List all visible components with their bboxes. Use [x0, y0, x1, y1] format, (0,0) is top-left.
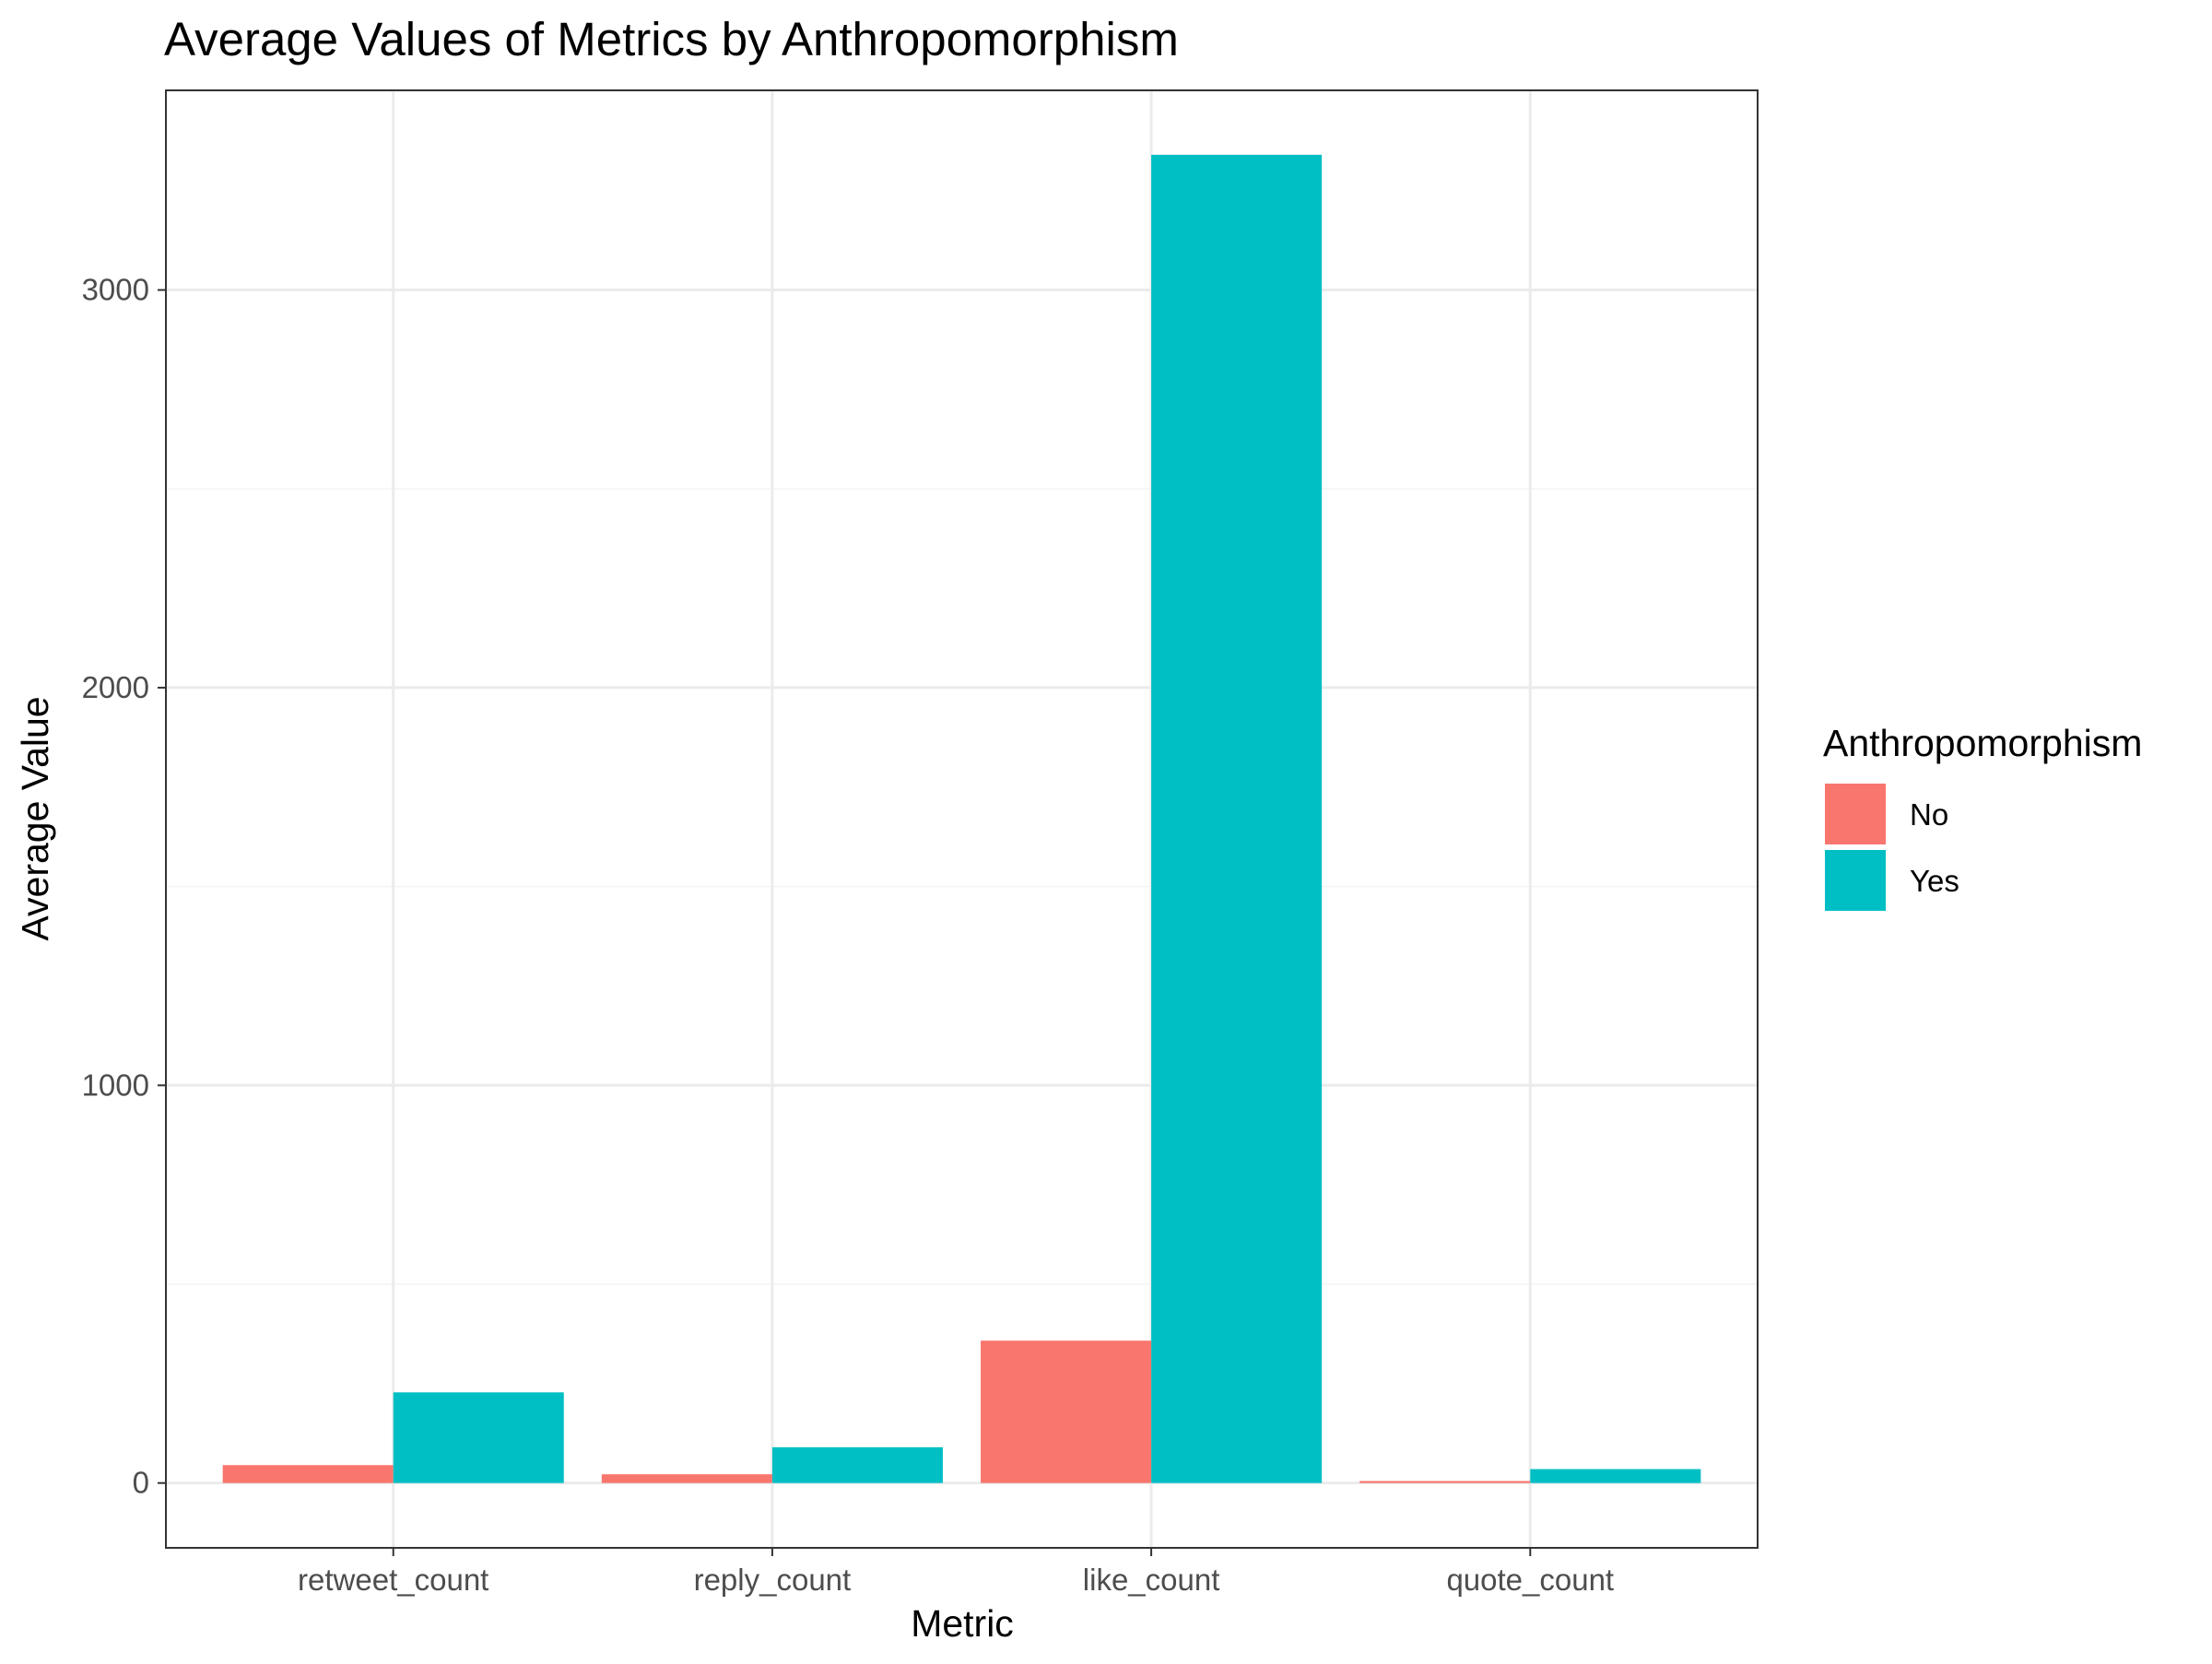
bar-yes-retweet-count [393, 1392, 564, 1483]
legend-label-yes: Yes [1910, 864, 1959, 898]
y-tick-label: 1000 [82, 1068, 149, 1102]
x-axis-title: Metric [911, 1602, 1014, 1645]
legend-label-no: No [1910, 797, 1948, 832]
grid [166, 90, 1758, 1548]
x-tick-label: retweet_count [298, 1563, 488, 1597]
bar-no-like-count [981, 1340, 1152, 1483]
chart-title: Average Values of Metrics by Anthropomor… [164, 13, 1179, 65]
legend-key-no [1825, 784, 1886, 844]
bar-yes-like-count [1151, 154, 1323, 1483]
x-tick-label: quote_count [1446, 1563, 1614, 1597]
y-tick-label: 2000 [82, 670, 149, 704]
y-axis-title: Average Value [14, 696, 56, 940]
y-tick-label: 3000 [82, 273, 149, 307]
y-tick-label: 0 [133, 1466, 149, 1500]
bar-yes-reply-count [771, 1446, 943, 1483]
legend: Anthropomorphism No Yes [1823, 722, 2142, 911]
legend-items: No Yes [1825, 784, 1959, 911]
legend-title: Anthropomorphism [1823, 722, 2142, 764]
bars [222, 154, 1701, 1483]
axes: 0 1000 2000 3000 retweet_count reply_count lik… [82, 273, 1615, 1597]
bar-no-reply-count [601, 1474, 772, 1483]
bar-yes-quote-count [1530, 1469, 1701, 1483]
bar-no-quote-count [1359, 1481, 1531, 1483]
panel-border [165, 89, 1759, 1549]
x-tick-label: like_count [1083, 1563, 1220, 1597]
x-tick-label: reply_count [694, 1563, 852, 1597]
legend-key-yes [1825, 850, 1886, 911]
bar-no-retweet-count [222, 1465, 394, 1483]
